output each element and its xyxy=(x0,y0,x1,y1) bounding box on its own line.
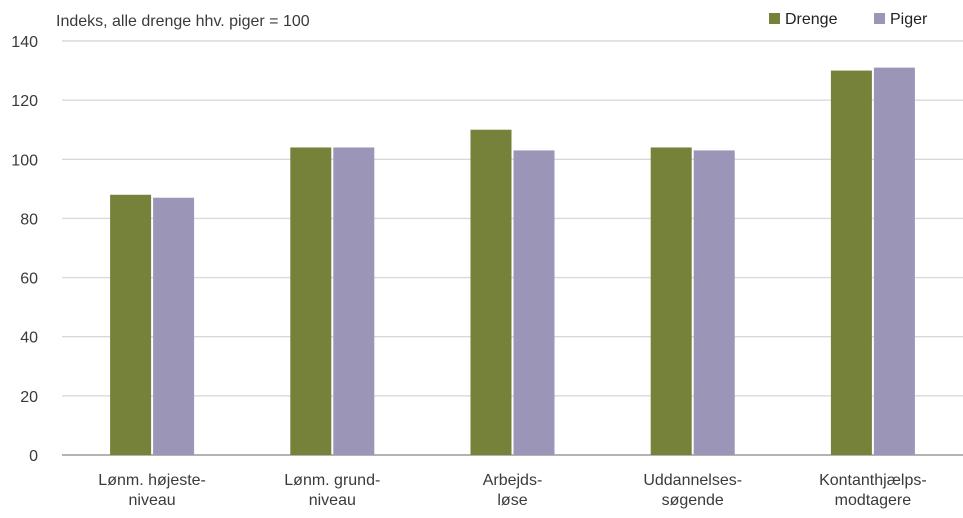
y-axis: 0 20 40 60 80 100 120 140 xyxy=(11,34,38,465)
gridlines xyxy=(62,40,963,456)
bar-drenge xyxy=(650,147,692,455)
y-tick-label: 100 xyxy=(11,152,38,169)
y-tick-label: 140 xyxy=(11,34,38,51)
x-tick-label-line: niveau xyxy=(129,492,176,509)
x-tick-label-line: Lønm. grund- xyxy=(284,472,380,489)
legend-swatch-drenge xyxy=(769,13,780,24)
bar-piger xyxy=(153,197,195,455)
y-axis-label: Indeks, alle drenge hhv. piger = 100 xyxy=(56,13,310,30)
legend-label-piger: Piger xyxy=(890,11,928,28)
bar-piger xyxy=(513,150,555,455)
x-tick-label-line: løse xyxy=(497,492,527,509)
legend: Drenge Piger xyxy=(769,11,928,28)
x-tick-label: Kontanthjælps-modtagere xyxy=(819,472,927,509)
y-tick-label: 20 xyxy=(20,389,38,406)
y-tick-label: 0 xyxy=(29,448,38,465)
x-tick-label-line: Kontanthjælps- xyxy=(819,472,927,489)
x-tick-label: Arbejds-løse xyxy=(483,472,543,509)
x-tick-label-line: søgende xyxy=(662,492,724,509)
x-tick-label: Uddannelses-søgende xyxy=(643,472,742,509)
x-tick-label-line: niveau xyxy=(309,492,356,509)
y-tick-label: 40 xyxy=(20,330,38,347)
y-tick-label: 60 xyxy=(20,271,38,288)
bar-drenge xyxy=(470,129,512,455)
y-tick-label: 80 xyxy=(20,211,38,228)
bar-drenge xyxy=(290,147,332,455)
x-tick-label-line: Uddannelses- xyxy=(643,472,742,489)
bar-piger xyxy=(333,147,375,455)
bars xyxy=(110,67,915,456)
y-tick-label: 120 xyxy=(11,93,38,110)
x-tick-label-line: Lønm. højeste- xyxy=(98,472,206,489)
bar-drenge xyxy=(110,194,152,455)
bar-piger xyxy=(873,67,915,455)
x-tick-label: Lønm. grund-niveau xyxy=(284,472,380,509)
x-tick-label-line: Arbejds- xyxy=(483,472,543,489)
x-tick-label-line: modtagere xyxy=(835,492,912,509)
legend-label-drenge: Drenge xyxy=(785,11,838,28)
bar-drenge xyxy=(830,70,872,456)
x-tick-label: Lønm. højeste-niveau xyxy=(98,472,206,509)
bar-piger xyxy=(693,150,735,455)
legend-swatch-piger xyxy=(874,13,885,24)
